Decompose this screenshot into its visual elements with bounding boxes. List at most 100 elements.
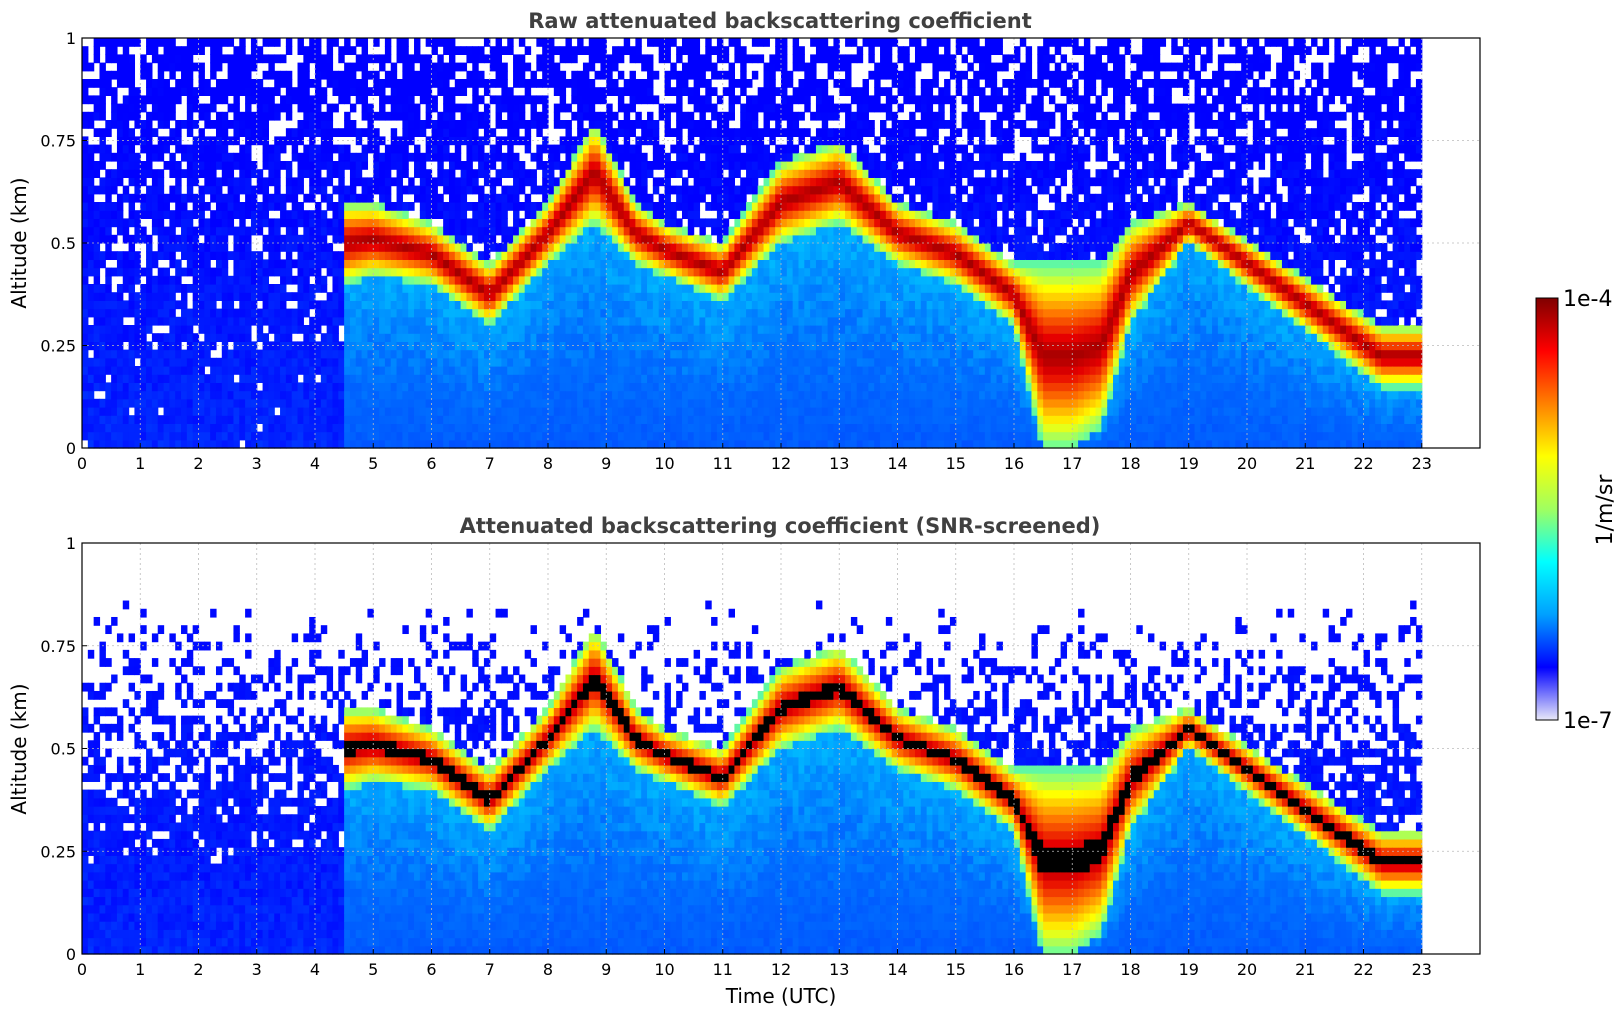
- heatmap-cell: [530, 382, 537, 392]
- heatmap-cell: [425, 431, 433, 441]
- heatmap-cell: [122, 144, 130, 154]
- heatmap-cell: [699, 349, 706, 359]
- heatmap-cell: [291, 407, 299, 416]
- heatmap-cell: [495, 398, 502, 408]
- heatmap-cell: [157, 79, 165, 88]
- heatmap-cell: [664, 243, 671, 252]
- heatmap-cell: [186, 407, 194, 416]
- heatmap-cell: [408, 439, 415, 449]
- heatmap-cell: [210, 95, 217, 105]
- heatmap-cell: [617, 300, 625, 310]
- heatmap-cell: [489, 349, 497, 359]
- heatmap-cell: [221, 161, 229, 170]
- heatmap-cell: [87, 185, 95, 195]
- heatmap-cell: [111, 111, 118, 121]
- heatmap-cell: [373, 210, 380, 219]
- heatmap-cell: [157, 87, 165, 96]
- heatmap-cell: [233, 439, 240, 449]
- heatmap-cell: [320, 128, 328, 137]
- heatmap-cell: [489, 366, 497, 375]
- heatmap-cell: [652, 128, 660, 137]
- heatmap-cell: [245, 284, 252, 293]
- heatmap-cell: [705, 144, 712, 154]
- heatmap-cell: [722, 243, 730, 252]
- heatmap-cell: [355, 366, 363, 375]
- heatmap-cell: [367, 357, 374, 367]
- heatmap-cell: [396, 439, 403, 449]
- heatmap-cell: [728, 308, 735, 318]
- heatmap-cell: [600, 292, 607, 301]
- heatmap-cell: [192, 251, 200, 260]
- heatmap-cell: [192, 308, 200, 318]
- heatmap-cell: [524, 46, 532, 55]
- heatmap-cell: [681, 292, 689, 301]
- heatmap-cell: [233, 333, 240, 342]
- heatmap-cell: [443, 136, 450, 146]
- heatmap-cell: [676, 415, 683, 424]
- heatmap-cell: [664, 300, 671, 310]
- heatmap-cell: [192, 267, 200, 277]
- heatmap-cell: [315, 177, 322, 187]
- heatmap-cell: [274, 144, 281, 154]
- heatmap-cell: [332, 357, 339, 367]
- heatmap-cell: [163, 46, 170, 55]
- heatmap-cell: [582, 341, 590, 351]
- heatmap-cell: [571, 152, 578, 162]
- heatmap-cell: [268, 226, 275, 236]
- heatmap-cell: [221, 193, 229, 203]
- heatmap-cell: [379, 374, 386, 383]
- heatmap-cell: [582, 325, 590, 334]
- heatmap-cell: [670, 202, 677, 211]
- heatmap-cell: [87, 407, 95, 416]
- heatmap-cell: [361, 275, 369, 285]
- heatmap-cell: [425, 325, 433, 334]
- heatmap-cell: [565, 234, 572, 244]
- heatmap-cell: [507, 136, 514, 146]
- heatmap-cell: [332, 415, 339, 424]
- heatmap-cell: [466, 275, 473, 285]
- heatmap-cell: [670, 87, 677, 96]
- heatmap-cell: [338, 398, 345, 408]
- heatmap-cell: [111, 316, 118, 326]
- heatmap-cell: [582, 374, 590, 383]
- heatmap-cell: [116, 38, 124, 47]
- heatmap-cell: [740, 103, 747, 113]
- heatmap-cell: [489, 161, 497, 170]
- heatmap-cell: [734, 275, 741, 285]
- heatmap-cell: [303, 431, 310, 441]
- heatmap-cell: [518, 62, 526, 72]
- heatmap-cell: [443, 333, 450, 342]
- heatmap-cell: [349, 431, 357, 441]
- heatmap-cell: [192, 284, 200, 293]
- heatmap-cell: [478, 349, 485, 359]
- heatmap-cell: [472, 292, 479, 301]
- heatmap-cell: [274, 333, 281, 342]
- heatmap-cell: [513, 259, 520, 269]
- heatmap-cell: [157, 38, 165, 47]
- heatmap-cell: [699, 161, 706, 170]
- heatmap-cell: [198, 382, 205, 392]
- heatmap-cell: [151, 333, 159, 342]
- heatmap-cell: [565, 210, 572, 219]
- heatmap-cell: [361, 177, 369, 187]
- heatmap-cell: [687, 382, 695, 392]
- heatmap-cell: [367, 325, 374, 334]
- heatmap-cell: [565, 300, 572, 310]
- heatmap-cell: [495, 62, 502, 72]
- heatmap-cell: [361, 308, 369, 318]
- heatmap-cell: [198, 202, 205, 211]
- heatmap-cell: [518, 218, 526, 228]
- heatmap-cell: [338, 128, 345, 137]
- heatmap-cell: [163, 54, 170, 64]
- heatmap-cell: [664, 333, 671, 342]
- heatmap-cell: [658, 267, 666, 277]
- heatmap-cell: [379, 202, 386, 211]
- heatmap-cell: [617, 70, 625, 80]
- heatmap-cell: [577, 366, 584, 375]
- heatmap-cell: [658, 243, 666, 252]
- heatmap-cell: [641, 267, 648, 277]
- heatmap-cell: [239, 349, 246, 359]
- heatmap-cell: [466, 407, 473, 416]
- heatmap-cell: [454, 382, 462, 392]
- heatmap-cell: [699, 128, 706, 137]
